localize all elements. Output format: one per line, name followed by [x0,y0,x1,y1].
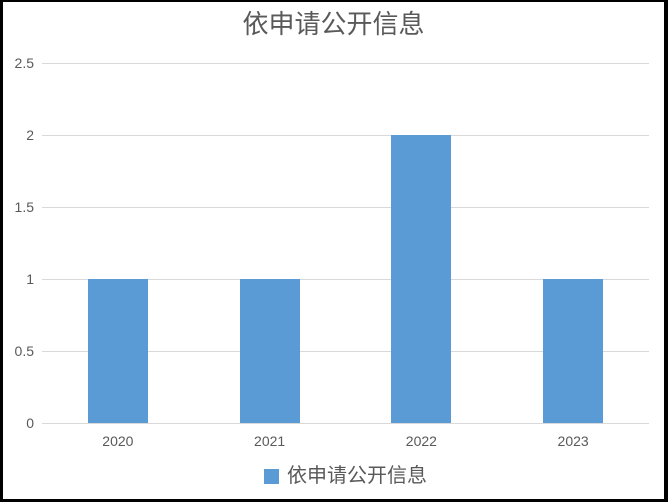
legend-label: 依申请公开信息 [287,465,427,487]
x-axis-tick-label: 2021 [254,433,286,449]
bar-2021 [239,279,300,423]
legend: 依申请公开信息 [42,464,649,488]
gridline [42,207,649,208]
bar-2023 [543,279,604,423]
y-axis-tick-label: 2 [26,127,34,143]
gridline [42,423,649,424]
x-axis-tick-label: 2022 [405,433,437,449]
gridline [42,135,649,136]
y-axis-tick-label: 1.5 [14,199,34,215]
plot-area: 0 0.5 1 1.5 2 2.5 2020 2021 2022 2023 [15,55,649,449]
y-axis-tick-label: 0 [26,415,34,431]
y-axis-tick-label: 0.5 [14,343,34,359]
bar-2020 [87,279,148,423]
x-axis-tick-label: 2020 [102,433,134,449]
gridline [42,279,649,280]
gridline [42,63,649,64]
chart-title: 依申请公开信息 [242,9,425,39]
x-axis-tick-label: 2023 [557,433,589,449]
bar-2022 [391,135,452,423]
gridline [42,351,649,352]
y-axis-tick-label: 1 [26,271,34,287]
legend-series-swatch-icon [264,468,279,484]
y-axis-tick-label: 2.5 [14,55,34,71]
